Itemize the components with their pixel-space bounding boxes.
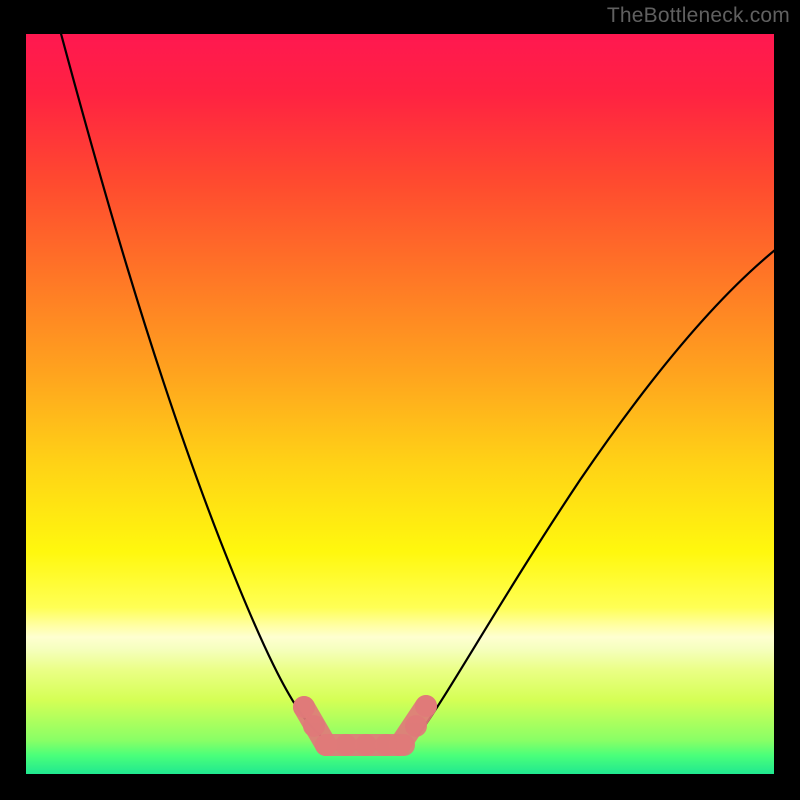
plot-background [26, 34, 774, 774]
watermark-text: TheBottleneck.com [607, 4, 790, 28]
chart-container: TheBottleneck.com [0, 0, 800, 800]
bottleneck-chart [0, 0, 800, 800]
